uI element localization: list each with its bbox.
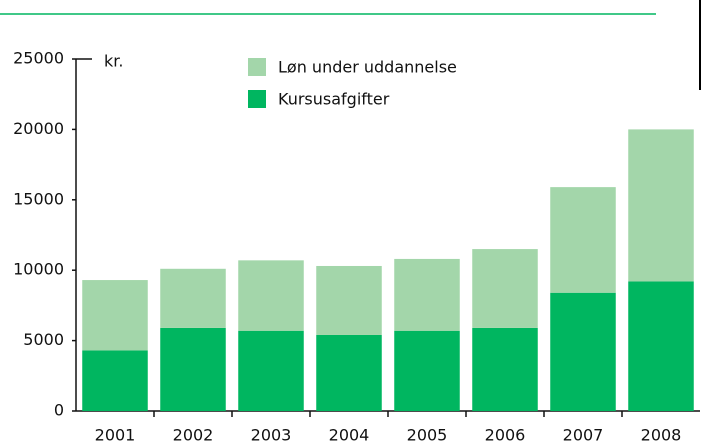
bar-segment <box>238 260 304 331</box>
bar-segment <box>160 268 226 328</box>
bar-segment <box>160 327 226 411</box>
x-tick-label: 2008 <box>641 426 682 444</box>
bar-segment <box>472 249 538 328</box>
bar-segment <box>394 330 460 411</box>
y-tick-label: 0 <box>54 401 64 420</box>
bar-segment <box>472 327 538 411</box>
x-tick-label: 2003 <box>251 426 292 444</box>
bar-segment <box>394 258 460 331</box>
bar-segment <box>238 330 304 411</box>
bar-segment <box>628 129 694 282</box>
bar-segment <box>550 187 616 293</box>
bar-segment <box>550 292 616 411</box>
x-tick-label: 2007 <box>563 426 604 444</box>
x-tick-label: 2006 <box>485 426 526 444</box>
legend-swatch <box>248 90 266 108</box>
y-tick-label: 15000 <box>13 189 64 208</box>
bar-segment <box>82 350 148 411</box>
bar-segment <box>82 280 148 351</box>
legend-label: Kursusafgifter <box>278 90 390 109</box>
x-tick-label: 2004 <box>329 426 370 444</box>
y-tick-label: 20000 <box>13 119 64 138</box>
x-tick-label: 2001 <box>95 426 136 444</box>
legend-label: Løn under uddannelse <box>278 58 457 77</box>
bar-segment <box>316 334 382 411</box>
bar-segment <box>628 281 694 411</box>
y-tick-label: 10000 <box>13 260 64 279</box>
legend-swatch <box>248 58 266 76</box>
bar-segment <box>316 265 382 335</box>
y-tick-label: 25000 <box>13 49 64 68</box>
y-tick-label: 5000 <box>23 330 64 349</box>
x-tick-label: 2005 <box>407 426 448 444</box>
y-unit-label: kr. <box>104 52 123 71</box>
x-tick-label: 2002 <box>173 426 214 444</box>
